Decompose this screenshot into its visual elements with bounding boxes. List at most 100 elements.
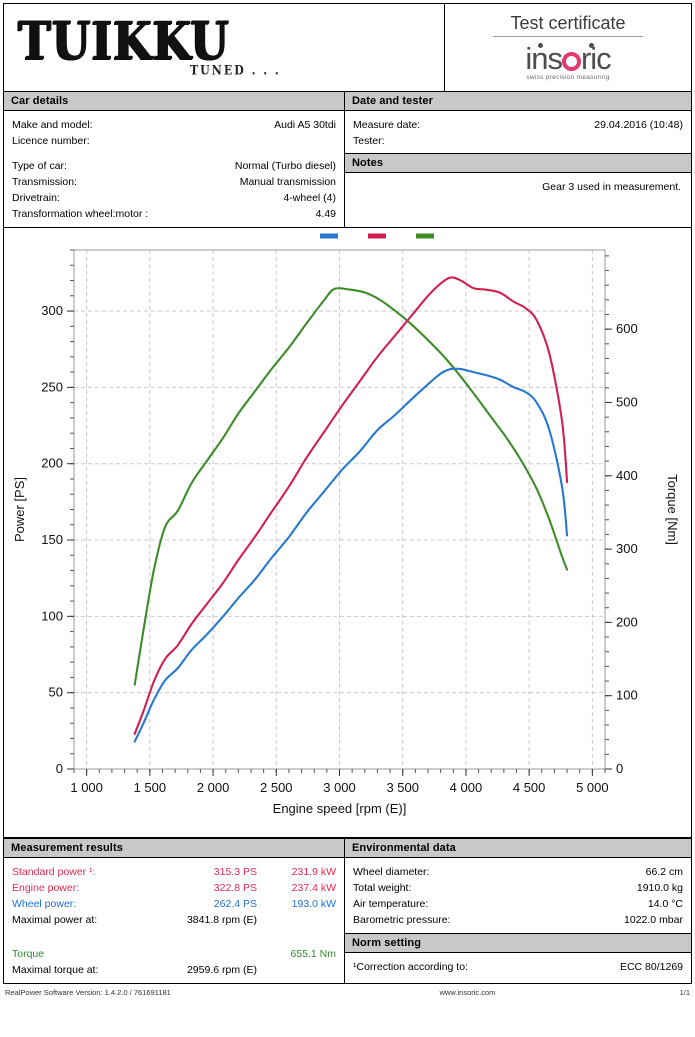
measurement-results-body: Standard power ¹: 315.3 PS 231.9 kW Engi… [4, 858, 344, 983]
dyno-chart-svg: 0 50 100 150 200 250 300 0 100 200 300 400 500 600 1 0… [12, 233, 680, 816]
x-axis-tick-label: 3 000 [323, 780, 356, 795]
dyno-chart: 0 50 100 150 200 250 300 0 100 200 300 400 500 600 1 0… [3, 228, 692, 838]
row-value-ps: 322.8 PS [213, 882, 257, 894]
row-value: 14.0 °C [647, 898, 683, 910]
y2-axis-tick-label: 600 [616, 321, 638, 336]
row-label: Tester: [353, 135, 385, 147]
page-header: TUIKKU TUNED . . . Test certificate ins r… [3, 3, 692, 91]
row-label: Maximal power at: [12, 914, 98, 926]
y-axis-tick-label: 50 [49, 685, 63, 700]
row-label: Licence number: [12, 135, 90, 147]
table-row: Air temperature: 14.0 °C [353, 896, 683, 912]
row-label: Torque [12, 948, 45, 960]
series-line-engine-power [133, 276, 569, 735]
row-spacer [12, 928, 336, 946]
table-row: Transformation wheel:motor : 4.49 [12, 206, 336, 222]
table-row: Tester: [353, 133, 683, 149]
table-row: Maximal torque at: 2959.6 rpm (E) [12, 962, 336, 978]
test-certificate-page: TUIKKU TUNED . . . Test certificate ins r… [0, 3, 695, 1037]
notes-title: Notes [345, 153, 691, 173]
table-row: Wheel diameter: 66.2 cm [353, 864, 683, 880]
insoric-logo: ins ric [525, 41, 611, 76]
row-label: Make and model: [12, 119, 93, 131]
row-label: Engine power: [12, 882, 80, 894]
row-label: Air temperature: [353, 898, 429, 910]
date-tester-title: Date and tester [345, 92, 691, 111]
table-row: Torque 655.1 Nm [12, 946, 336, 962]
page-footer: RealPower Software Version: 1.4.2.0 / 76… [5, 987, 690, 998]
row-label: ¹Correction according to: [353, 961, 468, 973]
row-value: Audi A5 30tdi [274, 119, 336, 131]
x-axis-tick-label: 1 000 [70, 780, 103, 795]
x-axis-title: Engine speed [rpm (E)] [273, 801, 407, 816]
date-tester-body: Measure date: 29.04.2016 (10:48) Tester: [345, 111, 691, 153]
row-value: 1022.0 mbar [624, 914, 683, 926]
environmental-norm-panel: Environmental data Wheel diameter: 66.2 … [344, 838, 692, 984]
row-value: Normal (Turbo diesel) [234, 160, 336, 172]
table-row: Engine power: 322.8 PS 237.4 kW [12, 880, 336, 896]
row-label: Total weight: [353, 882, 412, 894]
title-divider [493, 36, 643, 37]
row-value-ps: 262.4 PS [213, 898, 257, 910]
row-value: ECC 80/1269 [619, 961, 683, 973]
row-value-ps: 3841.8 rpm (E) [186, 914, 257, 926]
table-row: Licence number: [12, 133, 336, 149]
x-axis-tick-label: 2 500 [260, 780, 293, 795]
row-value-kw: 231.9 kW [291, 866, 336, 878]
y2-axis-tick-label: 500 [616, 394, 638, 409]
environmental-data-title: Environmental data [345, 839, 691, 858]
series-line-torque [133, 287, 569, 686]
norm-setting-body: ¹Correction according to: ECC 80/1269 [345, 953, 691, 980]
car-details-title: Car details [4, 92, 344, 111]
info-panels-row: Car details Make and model: Audi A5 30td… [3, 91, 692, 228]
logo-dot-right [589, 43, 595, 48]
table-row: Maximal power at: 3841.8 rpm (E) [12, 912, 336, 928]
row-value-ps: 2959.6 rpm (E) [186, 964, 257, 976]
table-row: Wheel power: 262.4 PS 193.0 kW [12, 896, 336, 912]
date-tester-notes-panel: Date and tester Measure date: 29.04.2016… [344, 91, 692, 228]
footer-website: www.insoric.com [439, 988, 496, 997]
table-row: Type of car: Normal (Turbo diesel) [12, 158, 336, 174]
y-axis-tick-label: 300 [41, 303, 63, 318]
row-label: Measure date: [353, 119, 421, 131]
notes-text: Gear 3 used in measurement. [542, 181, 681, 193]
x-axis-tick-label: 3 500 [386, 780, 419, 795]
brand-logo: TUIKKU [18, 10, 230, 72]
table-row: Standard power ¹: 315.3 PS 231.9 kW [12, 864, 336, 880]
x-axis-tick-label: 4 000 [450, 780, 483, 795]
table-row: Measure date: 29.04.2016 (10:48) [353, 117, 683, 133]
car-details-body: Make and model: Audi A5 30tdi Licence nu… [4, 111, 344, 227]
row-value-nm [257, 962, 336, 978]
row-value: 4.49 [315, 208, 336, 220]
y2-axis-tick-label: 200 [616, 614, 638, 629]
row-value-ps [157, 946, 257, 962]
y2-axis-tick-label: 300 [616, 541, 638, 556]
y2-axis-tick-label: 0 [616, 761, 623, 776]
row-label: Transmission: [12, 176, 77, 188]
x-axis-tick-label: 1 500 [134, 780, 167, 795]
table-row: ¹Correction according to: ECC 80/1269 [353, 959, 683, 975]
company-tagline: swiss precision measuring [526, 74, 610, 81]
row-value: 4-wheel (4) [283, 192, 336, 204]
table-row: Make and model: Audi A5 30tdi [12, 117, 336, 133]
row-value: Manual transmission [239, 176, 336, 188]
norm-setting-title: Norm setting [345, 933, 691, 953]
row-value-kw: 237.4 kW [291, 882, 336, 894]
row-value-nm: 655.1 Nm [290, 948, 336, 960]
car-details-panel: Car details Make and model: Audi A5 30td… [3, 91, 344, 228]
row-value-kw [257, 912, 336, 928]
series-line-wheel-power [133, 367, 569, 743]
row-label: Transformation wheel:motor : [12, 208, 149, 220]
logo-dot-left [538, 43, 544, 48]
row-value-ps: 315.3 PS [213, 866, 257, 878]
x-axis-tick-label: 4 500 [513, 780, 546, 795]
row-value-kw: 193.0 kW [291, 898, 336, 910]
measurement-results-panel: Measurement results Standard power ¹: 31… [3, 838, 344, 984]
y-axis-tick-label: 200 [41, 456, 63, 471]
y2-axis-tick-label: 400 [616, 468, 638, 483]
page-title: Test certificate [510, 13, 626, 33]
row-label: Wheel power: [12, 898, 77, 910]
row-label: Standard power ¹: [12, 866, 96, 878]
row-label: Maximal torque at: [12, 964, 99, 976]
y-axis-tick-label: 100 [41, 608, 63, 623]
